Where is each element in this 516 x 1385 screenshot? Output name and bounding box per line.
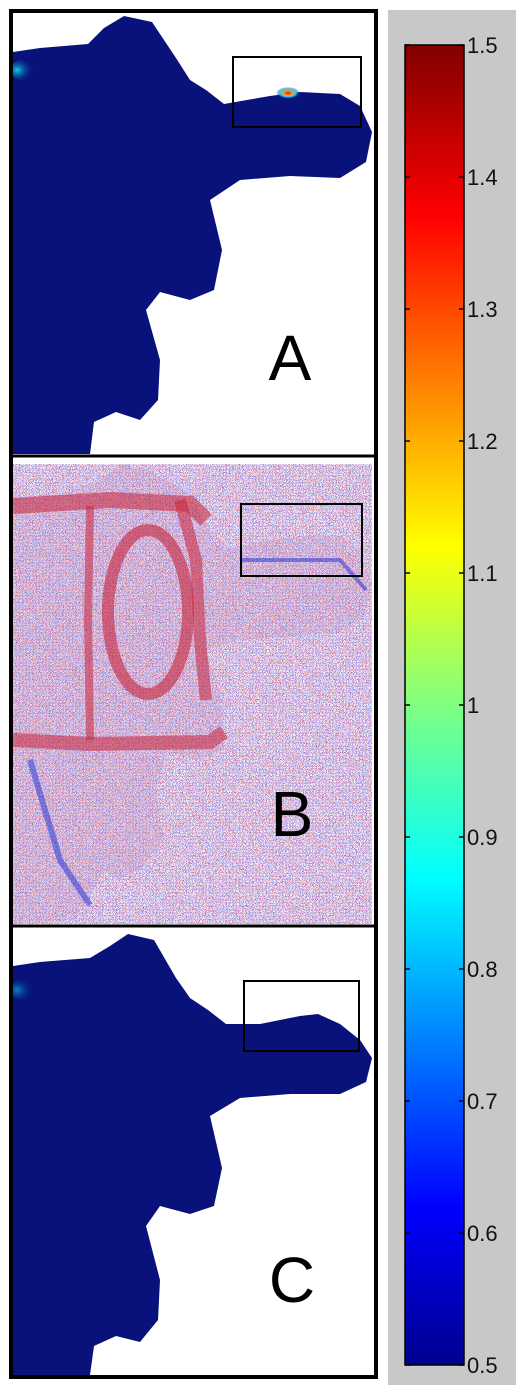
panel-label-b: B xyxy=(271,778,314,850)
colorbar-tick-label: 0.7 xyxy=(467,1089,498,1114)
colorbar-tick-label: 0.6 xyxy=(467,1221,498,1246)
roi-box-b xyxy=(240,503,363,577)
panel-b: B xyxy=(13,464,372,924)
edge-highlight-a xyxy=(13,60,34,80)
colorbar-tick-label: 1.3 xyxy=(467,297,498,322)
ring-b xyxy=(102,524,194,700)
point-cloud-noise-b xyxy=(13,464,372,924)
colorbar-tick-label: 0.8 xyxy=(467,957,498,982)
bone-surface-c xyxy=(13,934,372,1375)
colorbar-tick-label: 1.5 xyxy=(467,33,498,58)
colorbar: 1.5 1.4 1.3 1.2 1.1 1 0.9 0.8 0.7 0.6 0.5 xyxy=(388,10,516,1385)
roi-box-a xyxy=(232,56,362,128)
colorbar-tick-label: 1.1 xyxy=(467,561,498,586)
colorbar-tick-label: 0.5 xyxy=(467,1353,498,1378)
colorbar-tick-label: 1 xyxy=(467,693,479,718)
panel-label-c: C xyxy=(269,1244,315,1316)
dense-bands-b xyxy=(13,491,368,907)
colorbar-tick-label: 1.2 xyxy=(467,429,498,454)
panels-frame xyxy=(9,9,378,1379)
colorbar-tick-label: 1.4 xyxy=(467,165,498,190)
bone-surface-a xyxy=(13,16,372,454)
hotspot-a xyxy=(276,87,300,99)
edge-highlight-c xyxy=(13,980,34,1000)
roi-box-c xyxy=(243,980,360,1052)
colorbar-tick-label: 0.9 xyxy=(467,825,498,850)
panel-label-a: A xyxy=(269,322,312,394)
colorbar-gradient xyxy=(404,44,465,1366)
colorbar-ticks: 1.5 1.4 1.3 1.2 1.1 1 0.9 0.8 0.7 0.6 0.5 xyxy=(405,33,498,1378)
panel-c: C xyxy=(13,934,372,1375)
panel-a: A xyxy=(13,16,372,454)
